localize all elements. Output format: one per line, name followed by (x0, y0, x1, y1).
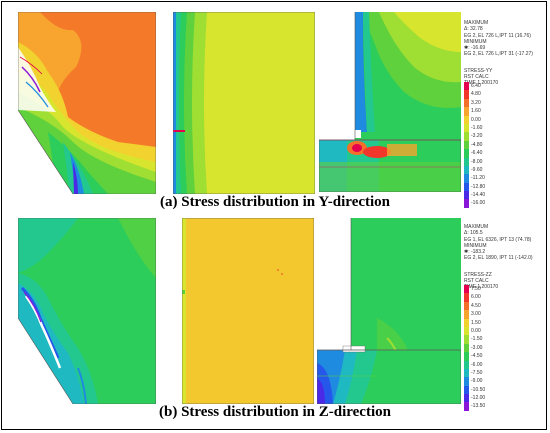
y-panel-middle-contour (173, 12, 315, 194)
z-panel-middle-contour (182, 218, 314, 404)
y-result-info: MAXIMUM Δ: 32.78 EG 2, EL 726 L,IPT 11 (16… (464, 14, 533, 92)
y-max-value: Δ: 32.78 (464, 26, 483, 33)
y-legend-label: 3.20 (471, 99, 481, 106)
z-legend-swatch (464, 385, 469, 395)
z-legend-label: -10.50 (471, 386, 486, 393)
z-time-label: TIME 1.200170 (464, 284, 499, 291)
y-legend-label: -11.20 (471, 175, 485, 182)
z-legend-swatch (464, 326, 469, 336)
z-legend-label: 1.50 (471, 319, 481, 326)
z-min-value: ✱: -183.2 (464, 249, 486, 256)
y-legend-swatch (464, 132, 469, 141)
y-min-label: MINIMUM (464, 38, 487, 45)
y-min-location: EG 2, EL 726 L,IPT 31 (-17.27) (464, 51, 533, 58)
y-legend-swatch (464, 149, 469, 158)
y-legend-swatch (464, 98, 469, 108)
y-legend-swatch (464, 165, 469, 175)
y-legend-label: -14.40 (471, 192, 486, 199)
y-legend-label: -12.80 (471, 183, 486, 190)
z-min-location: EG 2, EL 1890, IPT 11 (-142.0) (464, 255, 533, 262)
z-legend-swatch (464, 402, 469, 411)
y-legend-swatch (464, 182, 469, 192)
z-legend-label: 6.00 (471, 294, 481, 301)
z-legend-label: -3.00 (471, 344, 483, 351)
z-legend-swatch (464, 368, 469, 378)
z-legend-swatch (464, 318, 469, 327)
z-legend-swatch (464, 394, 469, 403)
y-legend-label: -3.20 (471, 133, 483, 140)
z-legend-swatch (464, 335, 469, 344)
y-legend-label: -8.00 (471, 158, 483, 165)
y-legend-swatch (464, 90, 469, 99)
y-legend-swatch (464, 115, 469, 124)
y-legend-label: -6.40 (471, 150, 483, 157)
z-legend-label: -1.50 (471, 336, 483, 343)
z-legend-label: -9.00 (471, 378, 483, 385)
z-legend-label: -7.50 (471, 369, 483, 376)
y-max-location: EG 2, EL 726 L,IPT 11 (16.76) (464, 32, 531, 39)
z-calc-label: RST CALC (464, 277, 489, 284)
z-legend-swatch (464, 360, 469, 369)
z-quantity-label: STRESS-ZZ (464, 271, 492, 278)
z-legend-swatch (464, 293, 469, 302)
y-legend-swatch (464, 123, 469, 133)
z-legend-label: 0.00 (471, 327, 481, 334)
y-legend-swatch (464, 107, 469, 116)
y-quantity-label: STRESS-YY (464, 67, 493, 74)
y-legend-swatch (464, 140, 469, 150)
y-legend-label: 6.40 (471, 83, 481, 89)
z-legend-swatch (464, 343, 469, 353)
y-legend-swatch (464, 191, 469, 200)
z-legend-swatch (464, 301, 469, 311)
caption-y-direction: (a) Stress distribution in Y-direction (159, 194, 391, 210)
z-min-label: MINIMUM (464, 242, 487, 249)
y-panel-left-contour (18, 12, 156, 194)
y-legend-label: 1.60 (471, 108, 481, 115)
y-calc-label: RST CALC (464, 73, 489, 80)
z-legend-swatch (464, 377, 469, 386)
y-legend-swatch (464, 199, 469, 208)
z-legend-label: 3.00 (471, 311, 481, 318)
z-max-location: EG 1, EL 6326, IPT 13 (74.78) (464, 236, 532, 243)
y-legend-label: 4.80 (471, 91, 481, 98)
z-legend-label: -4.50 (471, 353, 483, 360)
y-legend-swatch (464, 174, 469, 183)
z-legend-swatch (464, 352, 469, 361)
z-panel-left-contour (18, 218, 156, 404)
y-legend-swatch (464, 157, 469, 166)
y-max-label: MAXIMUM (464, 20, 489, 27)
z-max-label: MAXIMUM (464, 224, 489, 231)
y-legend-label: -9.60 (471, 166, 483, 173)
y-legend-label: -1.60 (471, 124, 483, 131)
z-legend-label: -12.00 (471, 395, 486, 402)
z-legend-label: 4.50 (471, 302, 481, 309)
y-min-value: ✱: -16.69 (464, 45, 486, 52)
z-legend-label: -13.50 (471, 403, 486, 410)
y-legend-label: -4.80 (471, 141, 483, 148)
z-legend-label: 7.50 (471, 286, 481, 292)
y-legend-label: -16.00 (471, 200, 486, 207)
y-legend-swatch (464, 82, 469, 91)
y-panel-right-contour (319, 12, 461, 192)
z-legend-label: -6.00 (471, 361, 483, 368)
z-max-value: Δ: 105.5 (464, 230, 483, 237)
caption-z-direction: (b) Stress distribution in Z-direction (159, 404, 391, 420)
y-time-label: TIME 1.200170 (464, 80, 499, 87)
z-legend-swatch (464, 310, 469, 319)
z-panel-right-contour (317, 218, 461, 404)
z-legend-swatch (464, 285, 469, 294)
z-result-info: MAXIMUM Δ: 105.5 EG 1, EL 6326, IPT 13 (74… (464, 218, 533, 296)
y-legend-label: 0.00 (471, 116, 481, 123)
